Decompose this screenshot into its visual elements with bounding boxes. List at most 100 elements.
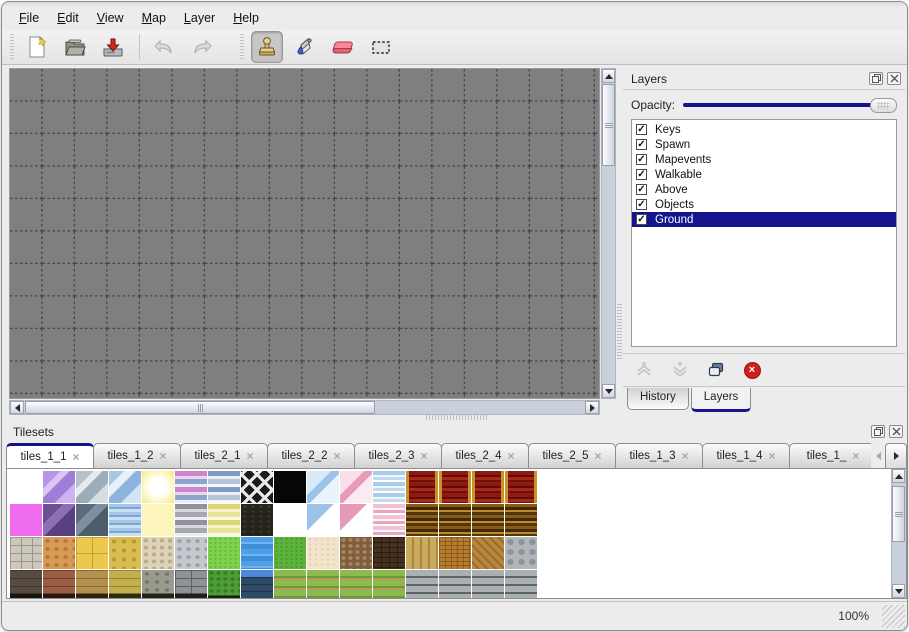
vertical-splitter-handle[interactable]	[617, 304, 622, 360]
tileset-tab-tiles_2_5[interactable]: tiles_2_5 ×	[528, 443, 616, 469]
tile-magenta[interactable]	[10, 504, 42, 536]
scroll-tabs-left-button[interactable]	[871, 444, 885, 468]
tile-wall-tan[interactable]	[76, 570, 108, 598]
layer-row-mapevents[interactable]: ✓ Mapevents	[632, 152, 896, 167]
tile-cobble-gray[interactable]	[175, 537, 207, 569]
tile-curtain-red[interactable]	[472, 471, 504, 503]
tile-wall-dark[interactable]	[10, 570, 42, 598]
scroll-up-button[interactable]	[602, 69, 615, 83]
tileset-tab-tiles_1[interactable]: tiles_1_ ×	[789, 443, 871, 469]
scroll-left-button[interactable]	[10, 401, 24, 414]
layer-row-spawn[interactable]: ✓ Spawn	[632, 137, 896, 152]
tile-field[interactable]	[274, 570, 306, 598]
tile-path-yellow[interactable]	[109, 537, 141, 569]
tile-glass-darkpurple[interactable]	[43, 504, 75, 536]
delete-layer-button[interactable]: ×	[741, 359, 763, 381]
scroll-up-button[interactable]	[892, 469, 905, 483]
fill-tool-button[interactable]	[289, 31, 321, 63]
tileset-tab-tiles_2_4[interactable]: tiles_2_4 ×	[441, 443, 529, 469]
map-canvas[interactable]	[9, 68, 600, 399]
tile-curtain-brown[interactable]	[472, 504, 504, 536]
layer-visibility-checkbox[interactable]: ✓	[636, 123, 647, 135]
tile-sill-dark[interactable]	[241, 504, 273, 536]
tile-wall-yellow[interactable]	[109, 570, 141, 598]
tab-history[interactable]: History	[627, 388, 689, 410]
tile-grass-green[interactable]	[274, 537, 306, 569]
canvas-horizontal-scrollbar[interactable]	[9, 400, 600, 415]
tile-lattice[interactable]	[241, 471, 273, 503]
close-tab-icon[interactable]: ×	[507, 449, 515, 463]
tile-grass-bright[interactable]	[208, 537, 240, 569]
menu-view[interactable]: View	[96, 11, 124, 25]
tile-stripe-pink[interactable]	[175, 471, 207, 503]
redo-button[interactable]	[186, 31, 218, 63]
close-tab-icon[interactable]: ×	[768, 449, 776, 463]
vertical-scroll-thumb[interactable]	[892, 486, 905, 542]
tile-curtain-red[interactable]	[406, 471, 438, 503]
tile-glass-blue[interactable]	[109, 471, 141, 503]
tile-stripe-yellow[interactable]	[208, 504, 240, 536]
undo-button[interactable]	[148, 31, 180, 63]
close-panel-button[interactable]	[887, 72, 901, 85]
tile-ribbon-blue[interactable]	[373, 471, 405, 503]
tile-field[interactable]	[340, 570, 372, 598]
stamp-tool-button[interactable]	[251, 31, 283, 63]
close-tab-icon[interactable]: ×	[681, 449, 689, 463]
close-panel-button[interactable]	[889, 425, 903, 438]
menu-file[interactable]: File	[19, 11, 40, 25]
tile-black[interactable]	[274, 471, 306, 503]
tile-wall-blue[interactable]	[241, 570, 273, 598]
tile-plank-wall[interactable]	[439, 570, 471, 598]
tile-glass-purple[interactable]	[43, 471, 75, 503]
tileset-tab-tiles_2_2[interactable]: tiles_2_2 ×	[267, 443, 355, 469]
scroll-down-button[interactable]	[602, 384, 615, 398]
layer-visibility-checkbox[interactable]: ✓	[636, 183, 647, 195]
tileset-tab-tiles_1_3[interactable]: tiles_1_3 ×	[615, 443, 703, 469]
tile-stone-round[interactable]	[505, 537, 537, 569]
tileset-tab-tiles_1_1[interactable]: tiles_1_1 ×	[6, 443, 94, 469]
layer-row-ground[interactable]: ✓ Ground	[632, 212, 896, 227]
tile-pebble-beige[interactable]	[142, 537, 174, 569]
layer-visibility-checkbox[interactable]: ✓	[636, 168, 647, 180]
layer-row-walkable[interactable]: ✓ Walkable	[632, 167, 896, 182]
tile-curtain-red[interactable]	[439, 471, 471, 503]
horizontal-scroll-thumb[interactable]	[25, 401, 375, 414]
tile-plank-wall[interactable]	[505, 570, 537, 598]
toolbar-drag-handle[interactable]	[238, 34, 245, 60]
tile-empty[interactable]	[10, 471, 42, 503]
tile-wall-brick[interactable]	[175, 570, 207, 598]
layer-row-above[interactable]: ✓ Above	[632, 182, 896, 197]
scroll-down-button[interactable]	[892, 584, 905, 598]
layer-row-objects[interactable]: ✓ Objects	[632, 197, 896, 212]
tile-glass-darkgray[interactable]	[76, 504, 108, 536]
save-button[interactable]	[97, 31, 129, 63]
float-panel-button[interactable]	[871, 425, 885, 438]
menu-help[interactable]: Help	[233, 11, 259, 25]
tile-dirt-pebble[interactable]	[340, 537, 372, 569]
toolbar-drag-handle[interactable]	[8, 34, 15, 60]
tile-wall-red[interactable]	[43, 570, 75, 598]
tile-cobble-orange[interactable]	[43, 537, 75, 569]
tile-plank-wall[interactable]	[406, 570, 438, 598]
horizontal-splitter-handle[interactable]	[426, 415, 488, 420]
scroll-right-button[interactable]	[585, 401, 599, 414]
eraser-tool-button[interactable]	[327, 31, 359, 63]
new-file-button[interactable]	[21, 31, 53, 63]
tile-wall-stone[interactable]	[142, 570, 174, 598]
tile-field[interactable]	[307, 570, 339, 598]
resize-grip[interactable]	[882, 605, 905, 628]
tile-curtain-brown[interactable]	[439, 504, 471, 536]
menu-edit[interactable]: Edit	[57, 11, 79, 25]
close-tab-icon[interactable]: ×	[72, 450, 80, 464]
menu-map[interactable]: Map	[141, 11, 166, 25]
opacity-slider-handle[interactable]	[870, 98, 897, 113]
layer-row-keys[interactable]: ✓ Keys	[632, 122, 896, 137]
canvas-vertical-scrollbar[interactable]	[601, 68, 616, 399]
tile-corner-blue[interactable]	[307, 504, 339, 536]
tile-curtain-brown[interactable]	[406, 504, 438, 536]
tile-sand[interactable]	[307, 537, 339, 569]
vertical-scroll-thumb[interactable]	[602, 84, 615, 166]
tile-empty[interactable]	[274, 504, 306, 536]
tile-plank-wall[interactable]	[472, 570, 504, 598]
tile-shingle-dark[interactable]	[373, 537, 405, 569]
